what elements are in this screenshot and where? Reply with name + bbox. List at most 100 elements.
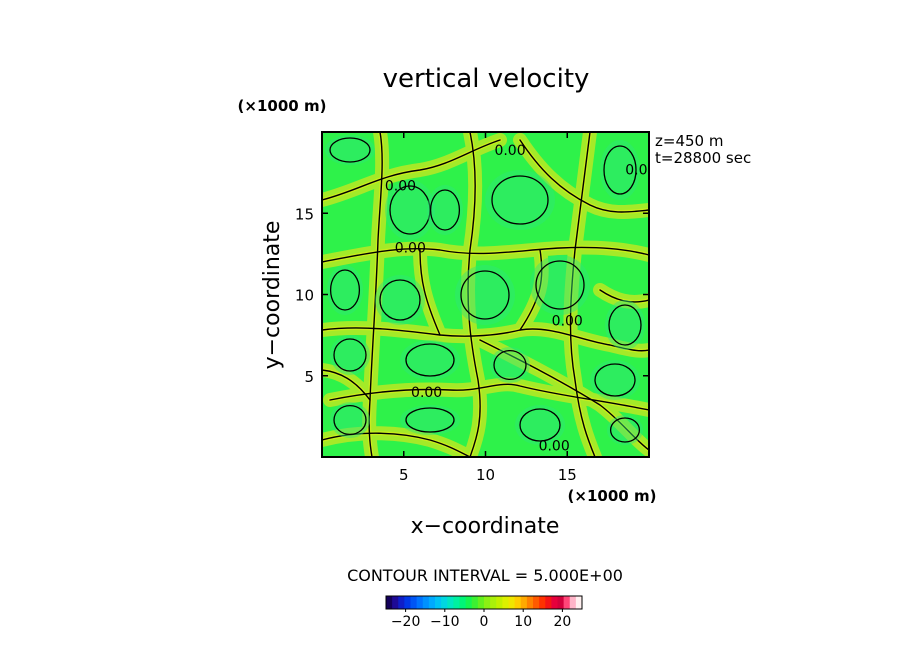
colorbar-swatch bbox=[386, 596, 393, 609]
downdraft-cell bbox=[427, 185, 463, 235]
downdraft-cell bbox=[385, 180, 435, 240]
y-tick-label: 5 bbox=[304, 368, 314, 386]
colorbar-swatch bbox=[453, 596, 460, 609]
cell-contour bbox=[609, 417, 641, 443]
downdraft-cell bbox=[485, 170, 555, 230]
contour-label: 0.00 bbox=[539, 439, 570, 455]
colorbar-swatch bbox=[514, 596, 522, 609]
cell-contour bbox=[603, 145, 637, 195]
cell-contour bbox=[608, 304, 642, 346]
downdraft-cell bbox=[515, 405, 565, 445]
cell-contour bbox=[379, 279, 421, 321]
zero-contour bbox=[519, 328, 649, 352]
cell-contour bbox=[429, 189, 461, 231]
colorbar-swatch bbox=[410, 596, 418, 609]
colorbar-tick-label: −10 bbox=[430, 614, 460, 630]
downdraft-cell bbox=[400, 405, 460, 435]
zero-contour bbox=[519, 139, 649, 213]
zero-contour bbox=[322, 246, 649, 263]
downdraft-cell bbox=[607, 415, 643, 445]
y-tick-label: 15 bbox=[295, 205, 314, 223]
colorbar-swatch bbox=[508, 596, 516, 609]
colorbar-swatch bbox=[496, 596, 503, 609]
downdraft-cell bbox=[330, 335, 370, 375]
colorbar-swatch bbox=[520, 596, 528, 609]
colorbar-swatch bbox=[416, 596, 424, 609]
contour-label: 0.00 bbox=[385, 179, 416, 195]
cell-contour bbox=[519, 408, 561, 442]
colorbar-swatch bbox=[465, 596, 473, 609]
cell-contour bbox=[333, 404, 367, 436]
y-tick-label: 10 bbox=[295, 287, 314, 305]
contour-label: 0.00 bbox=[552, 313, 583, 329]
cell-contour bbox=[493, 349, 527, 381]
cell-contour bbox=[405, 407, 455, 433]
colorbar-swatch bbox=[398, 596, 405, 609]
colorbar-swatch bbox=[545, 596, 552, 609]
cell-contour bbox=[329, 137, 371, 163]
colorbar-swatch bbox=[484, 596, 491, 609]
zero-contour bbox=[599, 289, 649, 303]
y-axis-label: y−coordinate bbox=[260, 221, 285, 370]
colorbar-swatch bbox=[447, 596, 454, 609]
chart-title: vertical velocity bbox=[383, 64, 590, 94]
cell-contour bbox=[535, 260, 585, 310]
zero-contour bbox=[329, 383, 649, 411]
plot-area: 0.00 0.00 0.00 0.00 0.00 0.00 0.00 bbox=[321, 131, 656, 458]
zero-contour bbox=[419, 249, 441, 336]
colorbar-swatch bbox=[526, 596, 534, 609]
downdraft-cell bbox=[325, 135, 375, 165]
colorbar-swatch bbox=[471, 596, 479, 609]
colorbar-swatch bbox=[490, 596, 497, 609]
colorbar-swatch bbox=[435, 596, 442, 609]
contour-label: 0.00 bbox=[625, 162, 656, 178]
colorbar-tick-label: 20 bbox=[553, 614, 571, 630]
zero-contour bbox=[479, 339, 649, 451]
zero-contour bbox=[519, 249, 543, 331]
zero-contour bbox=[322, 139, 501, 201]
x-tick-label: 10 bbox=[476, 466, 495, 484]
x-tick-label: 5 bbox=[399, 466, 409, 484]
time-annotation: t=28800 sec bbox=[655, 149, 751, 167]
contour-label: 0.00 bbox=[494, 143, 525, 159]
x-tick-label: 15 bbox=[558, 466, 577, 484]
colorbar-swatch bbox=[569, 596, 577, 609]
downdraft-cell bbox=[375, 275, 425, 325]
downdraft-cell bbox=[327, 265, 363, 315]
colorbar-tick-label: −20 bbox=[391, 614, 421, 630]
downdraft-cell bbox=[400, 340, 460, 380]
zero-contour bbox=[569, 132, 596, 457]
cell-contour bbox=[405, 343, 455, 377]
cell-contour bbox=[333, 338, 367, 372]
cell-contour bbox=[460, 270, 510, 320]
colorbar-swatch bbox=[459, 596, 467, 609]
colorbar-tick-label: 10 bbox=[514, 614, 532, 630]
x-axis-label: x−coordinate bbox=[411, 514, 560, 539]
x-unit-label: (×1000 m) bbox=[568, 487, 657, 505]
downdraft-cell bbox=[490, 347, 530, 383]
zero-contour bbox=[368, 132, 383, 457]
colorbar-swatch bbox=[422, 596, 430, 609]
colorbar-swatch bbox=[404, 596, 411, 609]
colorbar-swatch bbox=[533, 596, 540, 609]
colorbar-swatch bbox=[392, 596, 399, 609]
downdraft-cell bbox=[600, 140, 640, 200]
downdraft-cell bbox=[530, 255, 590, 315]
downdraft-cell bbox=[590, 360, 640, 400]
colorbar-swatch bbox=[563, 596, 571, 609]
contour-label: 0.00 bbox=[411, 385, 442, 401]
contour-label: 0.00 bbox=[395, 240, 426, 256]
colorbar-swatch bbox=[575, 596, 583, 609]
cell-contour bbox=[329, 269, 361, 311]
colorbar-swatch bbox=[502, 596, 509, 609]
y-unit-label: (×1000 m) bbox=[238, 97, 327, 115]
contour-interval-label: CONTOUR INTERVAL = 5.000E+00 bbox=[347, 566, 623, 585]
colorbar-swatch bbox=[477, 596, 485, 609]
colorbar-tick-label: 0 bbox=[480, 614, 489, 630]
cell-contour bbox=[491, 175, 549, 225]
colorbar-swatch bbox=[551, 596, 558, 609]
downdraft-cell bbox=[330, 402, 370, 438]
z-level-annotation: z=450 m bbox=[655, 132, 723, 150]
colorbar-swatch bbox=[557, 596, 565, 609]
